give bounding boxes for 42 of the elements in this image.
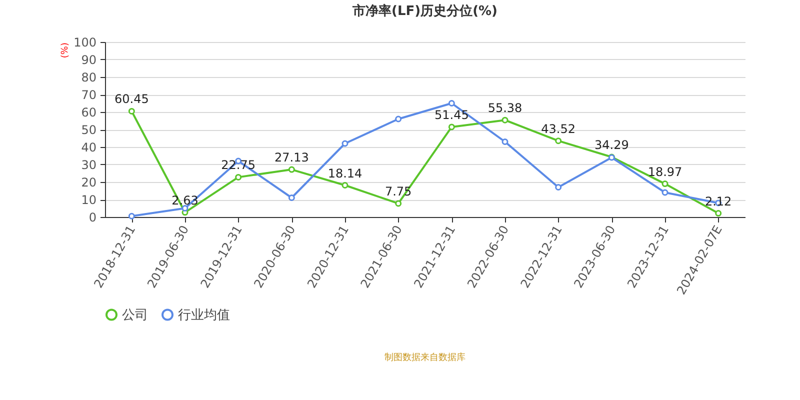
y-tick-label: 90 xyxy=(81,53,96,67)
data-label: 43.52 xyxy=(541,122,576,136)
data-label: 18.14 xyxy=(328,166,362,180)
point xyxy=(448,124,455,130)
y-tick-label: 10 xyxy=(81,193,96,207)
y-tick-label: 100 xyxy=(74,36,96,50)
point xyxy=(288,194,295,201)
chart-title: 市净率(LF)历史分位(%) xyxy=(352,3,498,19)
text: 制图数据来自数据库 xyxy=(384,352,466,363)
y-tick-label: 20 xyxy=(81,176,96,190)
point xyxy=(395,116,402,122)
y-axis-title: (%) xyxy=(60,42,71,58)
point xyxy=(555,138,562,144)
point xyxy=(235,174,242,180)
data-label: 27.13 xyxy=(274,150,309,165)
y-tick-label: 50 xyxy=(81,123,96,137)
point xyxy=(342,140,348,147)
y-tick-label: 40 xyxy=(81,140,96,154)
point xyxy=(502,116,508,124)
point xyxy=(662,189,668,196)
point xyxy=(288,166,295,173)
point xyxy=(502,138,508,145)
y-tick-label: 70 xyxy=(81,88,96,102)
point xyxy=(128,212,135,220)
data-label: 34.29 xyxy=(594,138,629,152)
point xyxy=(555,184,562,190)
data-label: 18.97 xyxy=(648,164,682,179)
point xyxy=(342,182,348,188)
y-tick-label: 30 xyxy=(81,158,96,172)
point xyxy=(448,100,455,106)
data-label: 55.38 xyxy=(488,101,522,116)
legend-label: 公司 xyxy=(122,308,148,323)
y-tick-label: 60 xyxy=(81,106,96,120)
y-tick-label: 0 xyxy=(88,210,96,224)
data-label: 51.45 xyxy=(434,108,469,122)
point xyxy=(128,108,135,114)
point xyxy=(395,200,402,207)
point xyxy=(662,180,668,188)
point xyxy=(715,210,722,217)
data-label: 60.45 xyxy=(114,92,149,106)
y-tick-label: 80 xyxy=(81,70,96,84)
legend-label: 行业均值 xyxy=(178,308,230,323)
